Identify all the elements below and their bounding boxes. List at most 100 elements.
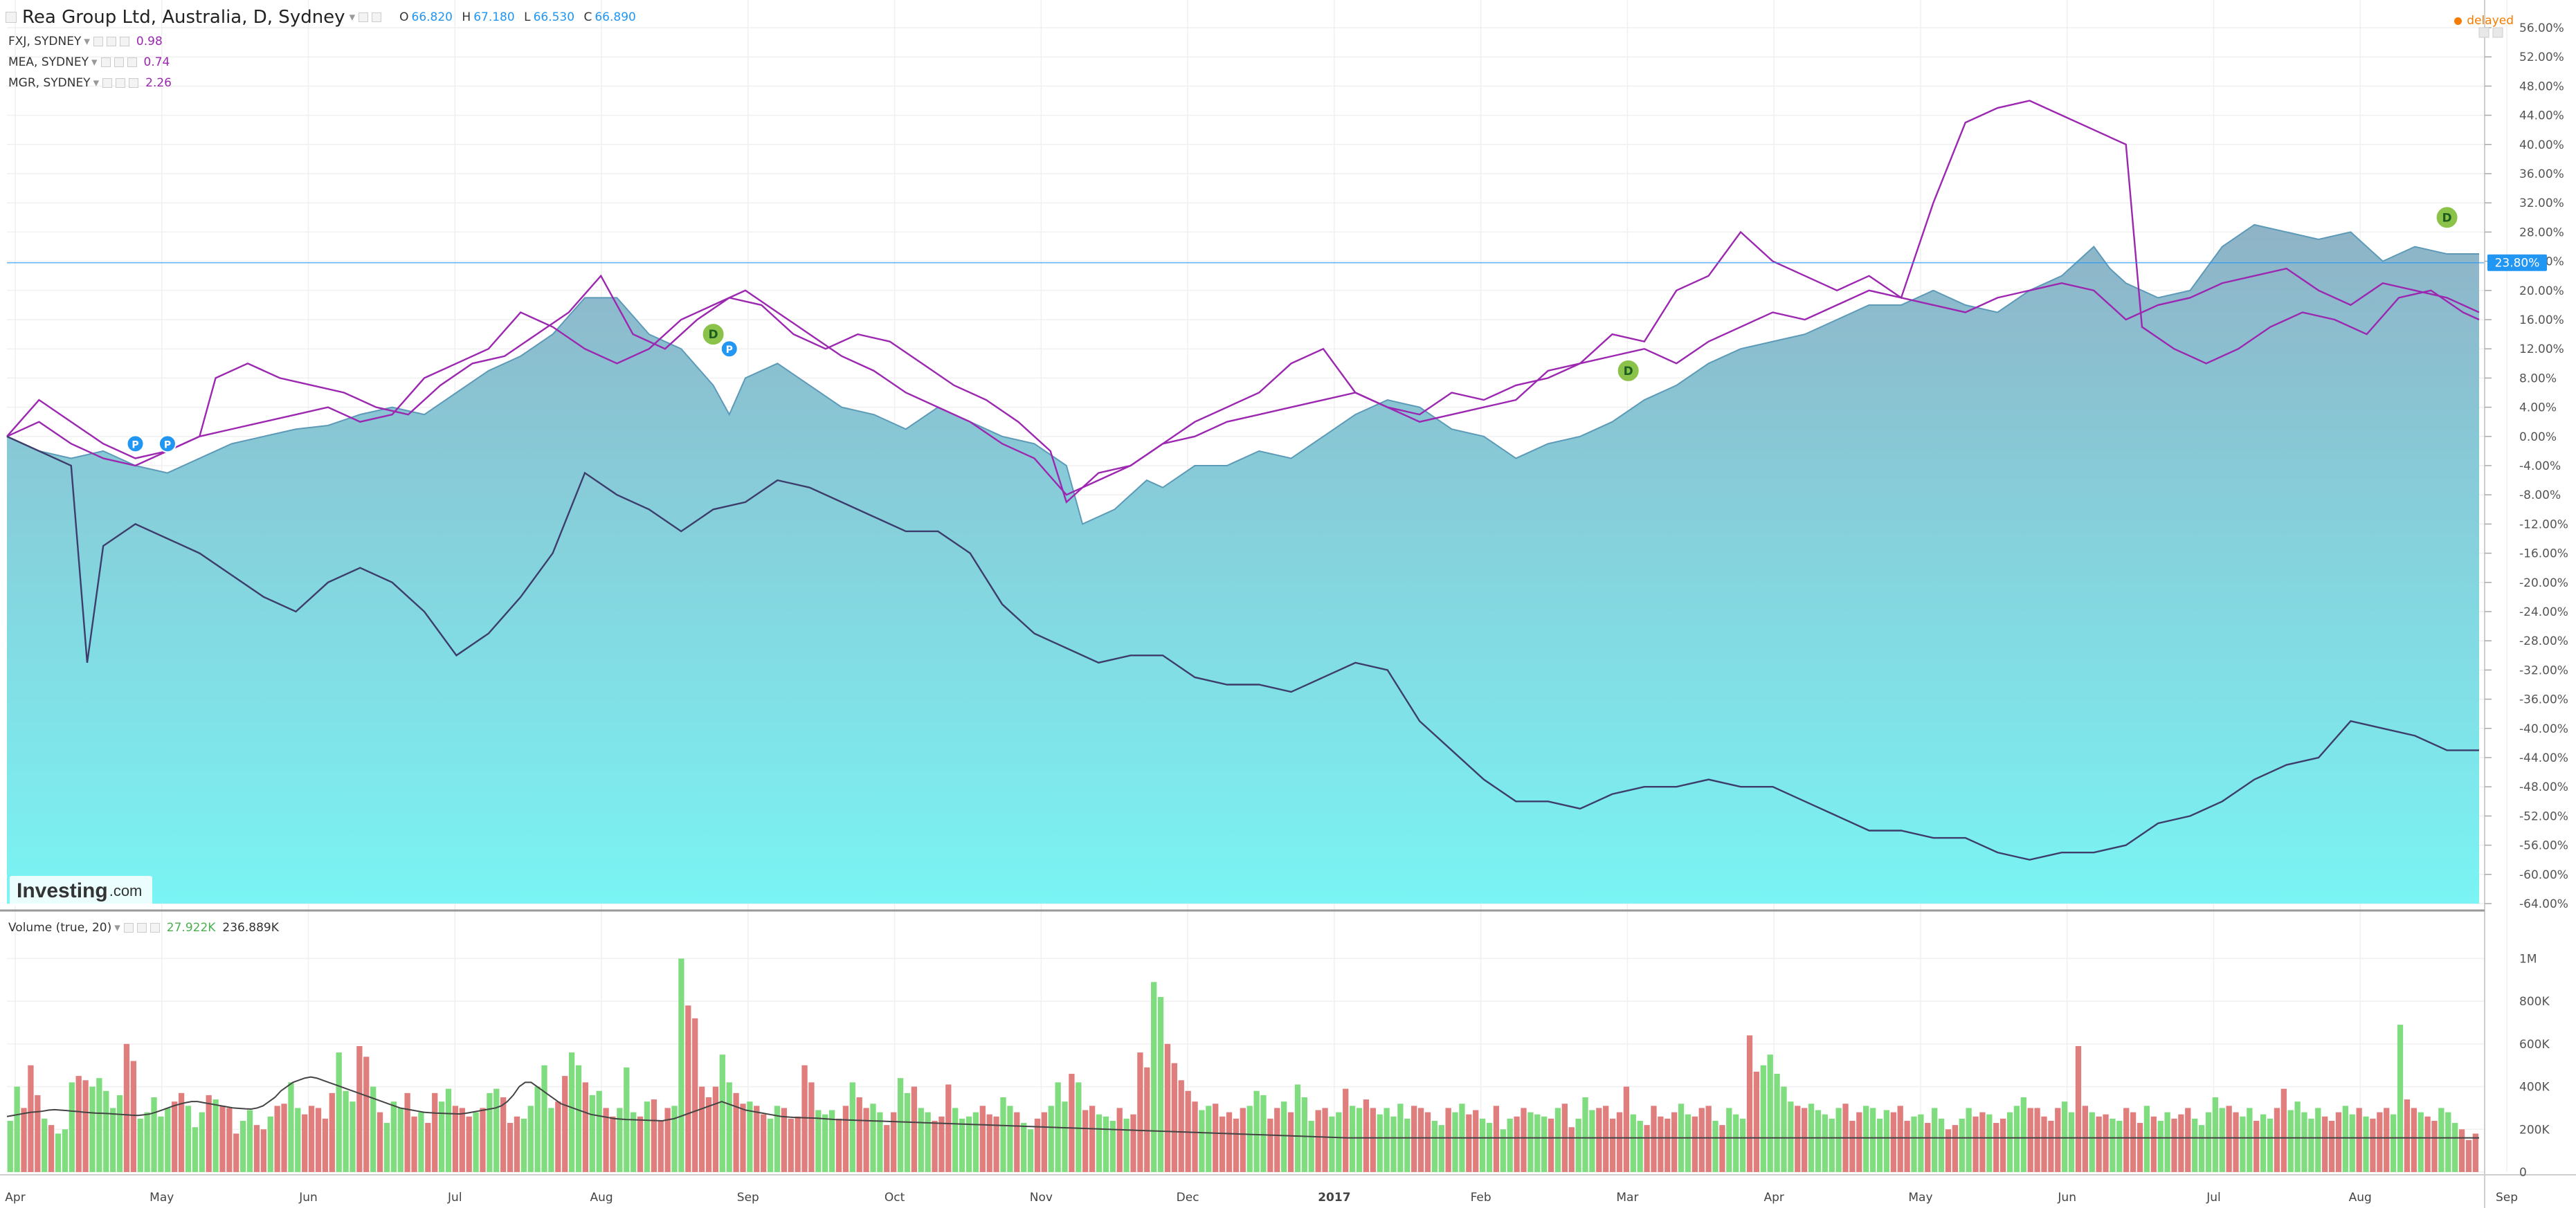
volume-bar — [1123, 1118, 1130, 1172]
volume-bar — [1904, 1120, 1910, 1172]
ohlc-high-key: H — [462, 10, 471, 24]
hide-icon[interactable] — [116, 78, 126, 88]
chevron-down-icon[interactable]: ▾ — [91, 55, 98, 69]
close-icon[interactable] — [119, 37, 129, 46]
volume-bar — [1651, 1106, 1657, 1172]
close-icon[interactable] — [129, 78, 139, 88]
series-line-mea — [6, 267, 2480, 496]
volume-bar — [2294, 1101, 2301, 1172]
volume-bar — [2192, 1118, 2198, 1172]
hide-icon[interactable] — [114, 57, 124, 67]
volume-bar — [1130, 1114, 1136, 1172]
volume-bar — [842, 1106, 849, 1172]
volume-bar — [2103, 1114, 2109, 1172]
settings-icon[interactable] — [359, 12, 369, 22]
volume-bar — [1076, 1082, 1082, 1172]
volume-bar — [82, 1080, 89, 1172]
volume-bar — [1417, 1108, 1424, 1172]
volume-bar — [877, 1112, 883, 1172]
volume-bar — [781, 1108, 787, 1172]
volume-bar — [2143, 1106, 2150, 1172]
close-icon[interactable] — [149, 923, 160, 933]
volume-legend[interactable]: Volume (true, 20) ▾ 27.922K 236.889K — [8, 921, 279, 935]
chevron-down-icon[interactable]: ▾ — [114, 921, 120, 935]
ohlc-high-value: 67.180 — [473, 10, 515, 24]
main-symbol-title[interactable]: Rea Group Ltd, Australia, D, Sydney — [22, 7, 345, 28]
chevron-down-icon[interactable]: ▾ — [84, 35, 90, 48]
volume-bar — [918, 1108, 924, 1172]
volume-bar — [2171, 1118, 2177, 1172]
volume-bar — [1178, 1080, 1184, 1172]
volume-bar — [1315, 1110, 1321, 1172]
volume-bar — [480, 1108, 486, 1172]
chevron-down-icon[interactable]: ▾ — [349, 10, 356, 24]
volume-bar — [1267, 1118, 1273, 1172]
settings-icon[interactable] — [93, 37, 103, 46]
volume-bar — [747, 1101, 753, 1172]
volume-bar — [1986, 1114, 1993, 1172]
chevron-down-icon[interactable]: ▾ — [93, 76, 100, 90]
compare-legend-mea[interactable]: MEA, SYDNEY ▾ 0.74 — [8, 55, 170, 69]
x-tick-label: May — [1908, 1191, 1932, 1205]
y-tick-label: 32.00% — [2519, 196, 2564, 210]
x-tick-label: Jul — [2206, 1191, 2221, 1205]
volume-bar — [2123, 1108, 2130, 1172]
volume-bar — [932, 1120, 938, 1172]
volume-bar — [2048, 1120, 2054, 1172]
collapse-icon[interactable] — [6, 12, 17, 23]
volume-bar — [1979, 1112, 1986, 1172]
settings-icon[interactable] — [123, 923, 134, 933]
volume-bar — [2185, 1108, 2191, 1172]
volume-bar — [226, 1108, 233, 1172]
volume-bar — [2301, 1112, 2307, 1172]
volume-bar — [1308, 1120, 1314, 1172]
volume-bar — [2438, 1108, 2445, 1172]
volume-bar — [2342, 1106, 2348, 1172]
settings-icon[interactable] — [102, 78, 113, 88]
volume-bar — [14, 1086, 20, 1172]
compare-label[interactable]: MEA, SYDNEY — [8, 55, 89, 69]
volume-bar — [596, 1090, 602, 1172]
volume-label[interactable]: Volume (true, 20) — [8, 921, 112, 935]
compare-label[interactable]: MGR, SYDNEY — [8, 76, 91, 90]
marker-label: P — [164, 439, 171, 450]
compare-value: 0.74 — [143, 55, 170, 69]
volume-bar — [2034, 1108, 2040, 1172]
volume-bar — [2006, 1112, 2013, 1172]
volume-bar — [1082, 1110, 1089, 1172]
volume-bar — [2328, 1120, 2335, 1172]
volume-bar — [1733, 1114, 1739, 1172]
volume-bar — [1966, 1108, 1972, 1172]
hide-icon[interactable] — [372, 12, 382, 22]
vol-tick-label: 200K — [2519, 1123, 2550, 1137]
hide-icon[interactable] — [136, 923, 147, 933]
volume-bar — [1287, 1112, 1294, 1172]
volume-bar — [55, 1133, 62, 1172]
volume-bar — [657, 1120, 664, 1172]
volume-bar — [2247, 1108, 2253, 1172]
volume-bar — [849, 1082, 855, 1172]
volume-bar — [1486, 1123, 1493, 1172]
volume-bar — [110, 1108, 116, 1172]
hide-icon[interactable] — [106, 37, 116, 46]
close-icon[interactable] — [127, 57, 137, 67]
volume-bar — [390, 1101, 397, 1172]
y-tick-label: -8.00% — [2519, 488, 2561, 502]
settings-icon[interactable] — [100, 57, 111, 67]
volume-bar — [487, 1092, 493, 1172]
volume-bar — [356, 1045, 363, 1172]
y-tick-label: -4.00% — [2519, 459, 2561, 473]
ohlc-close-value: 66.890 — [595, 10, 636, 24]
volume-bar — [432, 1092, 438, 1172]
volume-bar — [473, 1112, 479, 1172]
volume-bar — [1116, 1108, 1123, 1172]
volume-bar — [795, 1116, 801, 1172]
y-tick-label: 56.00% — [2519, 21, 2564, 35]
volume-bar — [740, 1104, 746, 1172]
compare-legend-mgr[interactable]: MGR, SYDNEY ▾ 2.26 — [8, 76, 172, 90]
compare-label[interactable]: FXJ, SYDNEY — [8, 35, 82, 48]
compare-legend-fxj[interactable]: FXJ, SYDNEY ▾ 0.98 — [8, 35, 163, 48]
